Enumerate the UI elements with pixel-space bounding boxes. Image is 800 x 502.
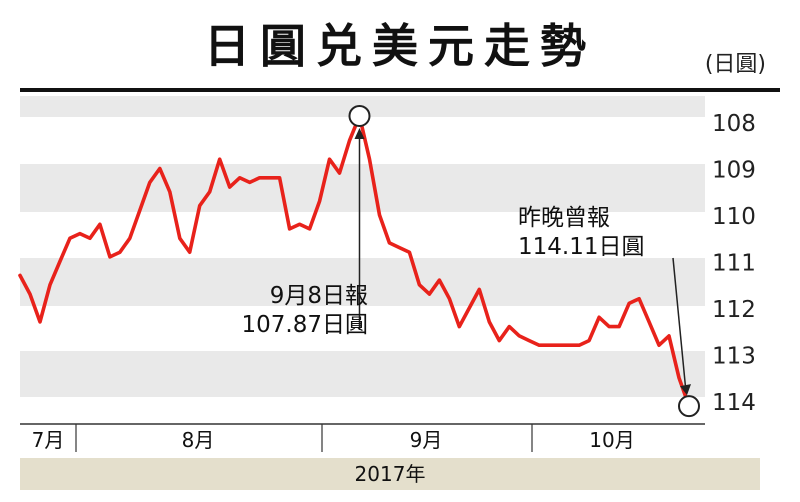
- annotation-layer: 9月8日報 107.87日圓 昨晚曾報 114.11日圓: [242, 104, 700, 418]
- title-rule: [20, 88, 780, 92]
- grid-band: [20, 351, 705, 397]
- year-label: 2017年: [20, 458, 760, 490]
- y-tick-label: 114: [712, 390, 756, 416]
- latest-annotation-label: 114.11日圓: [518, 234, 644, 260]
- series-line: [18, 114, 691, 408]
- peak-marker: [348, 104, 371, 127]
- chart-title: 日圓兑美元走勢: [204, 19, 596, 73]
- latest-arrow-line: [672, 257, 687, 393]
- latest-annotation-label: 昨晚曾報: [518, 205, 610, 231]
- grid-band: [20, 258, 705, 306]
- x-axis: 7月 8月 9月 10月: [20, 423, 705, 452]
- peak-arrow-head: [354, 127, 365, 139]
- y-tick-label: 108: [712, 111, 756, 137]
- y-axis: 108 109 110 111 112 113 114: [712, 111, 756, 416]
- grid-band: [20, 164, 705, 212]
- x-tick-label: 9月: [410, 428, 443, 452]
- x-tick-label: 10月: [589, 428, 634, 452]
- peak-annotation-label: 107.87日圓: [242, 312, 368, 338]
- y-tick-label: 112: [712, 297, 756, 323]
- peak-annotation-label: 9月8日報: [270, 283, 368, 309]
- unit-label: (日圓): [704, 52, 766, 77]
- y-tick-label: 109: [712, 158, 756, 184]
- y-tick-label: 113: [712, 344, 756, 370]
- latest-marker: [678, 395, 700, 418]
- latest-arrow-head: [680, 384, 691, 396]
- series-layer: [18, 114, 691, 408]
- grid-bands: [20, 96, 705, 397]
- y-tick-label: 111: [712, 251, 756, 277]
- y-tick-label: 110: [712, 204, 756, 230]
- x-tick-label: 7月: [32, 428, 65, 452]
- x-tick-label: 8月: [182, 428, 215, 452]
